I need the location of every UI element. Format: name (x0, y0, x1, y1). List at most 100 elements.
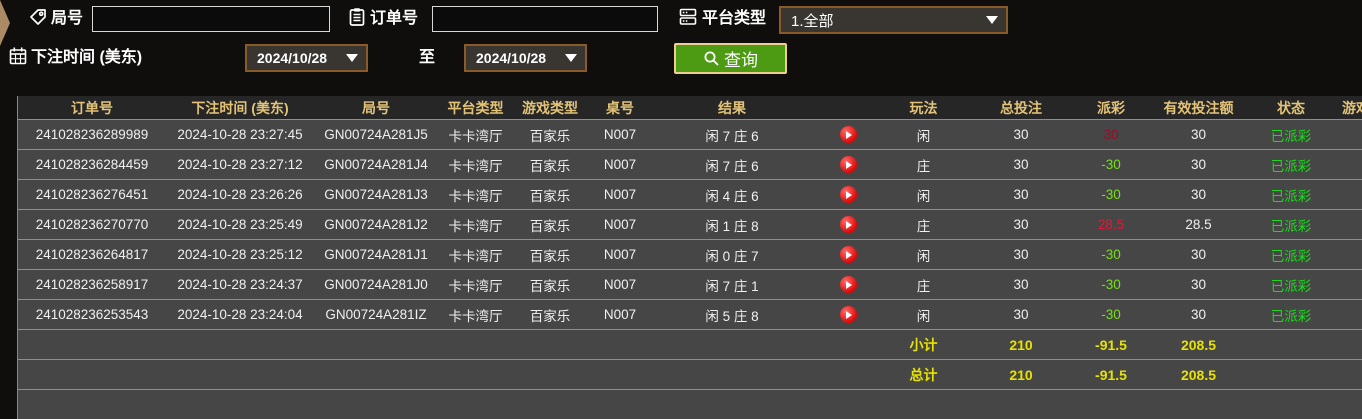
col-header-game: 游戏 (1342, 99, 1362, 116)
cell-status: 已派彩 (1270, 248, 1312, 264)
cell-status: 已派彩 (1270, 188, 1312, 204)
cell-total-bet: 30 (1013, 277, 1029, 292)
cell-table-no: N007 (603, 217, 637, 232)
cell-valid-bet: 30 (1190, 247, 1207, 262)
table-header-row: 订单号 下注时间 (美东) 局号 平台类型 游戏类型 桌号 结果 玩法 总投注 派彩 有效投注额 状态… (18, 96, 1362, 119)
cell-result: 闲 7 庄 6 (705, 158, 759, 174)
cell-play: 闲 (916, 188, 931, 204)
col-header-result: 结果 (718, 99, 746, 116)
cell-payout: 30 (1103, 127, 1119, 142)
bet-time-label: 下注时间 (美东) (31, 49, 143, 66)
cell-result: 闲 7 庄 6 (705, 128, 759, 144)
cell-total-bet: 30 (1013, 187, 1029, 202)
cell-round-no: GN00724A281J4 (324, 157, 428, 172)
subtotal-row: 小计 210 -91.5 208.5 (18, 329, 1362, 359)
cell-order-no: 241028236284459 (35, 157, 149, 172)
calendar-icon (8, 46, 28, 66)
date-to-value: 2024/10/28 (476, 50, 547, 66)
date-from-value: 2024/10/28 (257, 50, 328, 66)
cell-platform: 卡卡湾厅 (448, 278, 503, 294)
magnifier-icon (703, 50, 720, 67)
cell-bet-time: 2024-10-28 23:27:45 (177, 127, 303, 142)
cell-result: 闲 7 庄 1 (705, 278, 759, 294)
cell-total-bet: 30 (1013, 127, 1029, 142)
cell-play: 庄 (916, 158, 931, 174)
cell-round-no: GN00724A281J0 (324, 277, 428, 292)
video-play-button[interactable] (840, 306, 857, 323)
col-header-order-no: 订单号 (71, 99, 113, 116)
video-play-button[interactable] (840, 276, 857, 293)
chevron-down-icon (986, 16, 998, 24)
search-button-label: 查询 (724, 51, 758, 70)
video-play-button[interactable] (840, 216, 857, 233)
cell-valid-bet: 28.5 (1185, 217, 1212, 232)
cell-play: 庄 (916, 218, 931, 234)
cell-status: 已派彩 (1270, 158, 1312, 174)
table-row: 241028236284459 2024-10-28 23:27:12 GN0072… (18, 149, 1362, 179)
col-header-play: 玩法 (909, 99, 938, 116)
cell-total-bet: 30 (1013, 247, 1029, 262)
cell-round-no: GN00724A281J3 (324, 187, 428, 202)
cell-valid-bet: 30 (1190, 187, 1207, 202)
total-row: 总计 210 -91.5 208.5 (18, 359, 1362, 389)
cell-bet-time: 2024-10-28 23:25:49 (177, 217, 303, 232)
bet-records-table: 订单号 下注时间 (美东) 局号 平台类型 游戏类型 桌号 结果 玩法 总投注 派彩 有效投注额 状态… (17, 96, 1362, 419)
cell-video (811, 276, 886, 293)
cell-bet-time: 2024-10-28 23:27:12 (177, 157, 303, 172)
cell-round-no: GN00724A281J5 (324, 127, 428, 142)
cell-platform: 卡卡湾厅 (448, 158, 503, 174)
col-header-valid-bet: 有效投注额 (1163, 99, 1234, 116)
table-row: 241028236258917 2024-10-28 23:24:37 GN0072… (18, 269, 1362, 299)
cell-table-no: N007 (603, 277, 637, 292)
cell-platform: 卡卡湾厅 (448, 128, 503, 144)
cell-play: 闲 (916, 308, 931, 324)
table-row: 241028236289989 2024-10-28 23:27:45 GN0072… (18, 119, 1362, 149)
cell-table-no: N007 (603, 187, 637, 202)
cell-play: 小计 (909, 336, 938, 353)
round-no-label: 局号 (51, 10, 84, 27)
collapse-panel-arrow-icon[interactable] (0, 0, 10, 46)
cell-total-bet: 210 (1009, 366, 1033, 383)
round-no-input[interactable] (92, 6, 330, 32)
date-to-select[interactable]: 2024/10/28 (464, 44, 587, 72)
cell-payout: -30 (1101, 307, 1121, 322)
cell-table-no: N007 (603, 157, 637, 172)
cell-table-no: N007 (603, 247, 637, 262)
cell-total-bet: 30 (1013, 217, 1029, 232)
col-header-table-no: 桌号 (606, 99, 634, 116)
order-no-input[interactable] (432, 6, 658, 32)
cell-platform: 卡卡湾厅 (448, 188, 503, 204)
cell-valid-bet: 30 (1190, 127, 1207, 142)
video-play-button[interactable] (840, 156, 857, 173)
video-play-button[interactable] (840, 246, 857, 263)
chevron-down-icon (346, 54, 358, 62)
empty-row (18, 389, 1362, 419)
table-row: 241028236253543 2024-10-28 23:24:04 GN0072… (18, 299, 1362, 329)
cell-result: 闲 1 庄 8 (705, 218, 759, 234)
search-button[interactable]: 查询 (674, 43, 787, 74)
cell-game-type: 百家乐 (529, 158, 571, 174)
cell-valid-bet: 208.5 (1180, 366, 1217, 383)
col-header-total-bet: 总投注 (1000, 99, 1042, 116)
cell-valid-bet: 208.5 (1180, 336, 1217, 353)
chevron-down-icon (565, 54, 577, 62)
cell-order-no: 241028236258917 (35, 277, 149, 292)
cell-order-no: 241028236264817 (35, 247, 149, 262)
cell-game-type: 百家乐 (529, 128, 571, 144)
cell-game-type: 百家乐 (529, 248, 571, 264)
cell-video (811, 306, 886, 323)
date-from-select[interactable]: 2024/10/28 (245, 44, 368, 72)
cell-game-type: 百家乐 (529, 188, 571, 204)
cell-bet-time: 2024-10-28 23:25:12 (177, 247, 303, 262)
cell-status: 已派彩 (1270, 128, 1312, 144)
cell-result: 闲 4 庄 6 (705, 188, 759, 204)
cell-video (811, 126, 886, 143)
video-play-button[interactable] (840, 126, 857, 143)
cell-platform: 卡卡湾厅 (448, 308, 503, 324)
platform-type-select[interactable]: 1.全部 (779, 6, 1008, 34)
video-play-button[interactable] (840, 186, 857, 203)
cell-payout: -30 (1101, 277, 1121, 292)
cell-bet-time: 2024-10-28 23:26:26 (177, 187, 303, 202)
cell-video (811, 216, 886, 233)
